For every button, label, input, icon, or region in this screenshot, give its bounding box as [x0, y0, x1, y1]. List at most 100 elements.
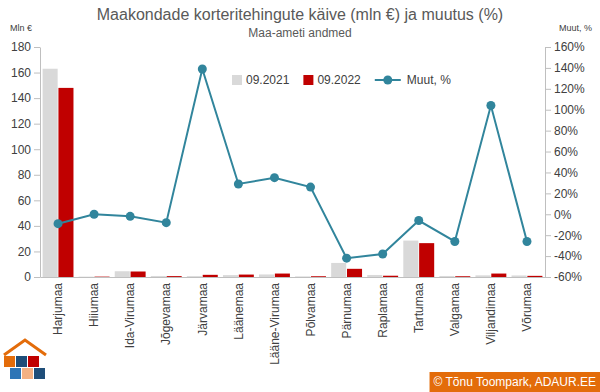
- y-tick-mark: [34, 98, 40, 99]
- bar: [331, 263, 346, 277]
- y2-tick-mark: [545, 277, 551, 278]
- bar: [167, 276, 182, 277]
- legend-marker-key: [383, 76, 392, 85]
- x-tick: Lääne-Virumaa: [268, 283, 282, 365]
- y2-tick-label: 0%: [554, 208, 572, 222]
- line-marker: [486, 101, 495, 110]
- x-axis: HarjumaaHiiumaaIda-VirumaaJõgevamaaJärva…: [41, 278, 546, 365]
- y-tick-label: 120: [11, 117, 31, 131]
- x-tick-label: Võrumaa: [520, 283, 534, 332]
- y-tick: 100: [11, 143, 40, 157]
- x-tick: Hiiumaa: [87, 283, 101, 327]
- line-marker: [54, 219, 63, 228]
- x-tick: Harjumaa: [51, 283, 65, 335]
- y-tick: 60: [18, 194, 40, 208]
- line: [58, 69, 527, 258]
- x-tick-label: Valgamaa: [448, 283, 462, 336]
- y2-tick-mark: [545, 214, 551, 215]
- y2-tick: -40%: [545, 249, 582, 263]
- logo-piece: [10, 368, 21, 379]
- y-tick-label: 40: [18, 219, 32, 233]
- bar: [79, 276, 94, 277]
- x-tick: Raplamaa: [376, 283, 390, 338]
- bar: [131, 272, 146, 277]
- x-tick: Jõgevamaa: [159, 283, 173, 345]
- y2-axis-title: Muut, %: [559, 23, 592, 33]
- credit-text: © Tõnu Toompark, ADAUR.EE: [434, 375, 596, 389]
- line-marker: [90, 210, 99, 219]
- line-marker: [198, 64, 207, 73]
- y2-tick: 60%: [545, 145, 578, 159]
- y2-tick-label: 160%: [554, 40, 585, 54]
- plot-marks: [43, 64, 543, 277]
- y2-tick-label: -60%: [554, 270, 582, 284]
- y2-tick-label: 40%: [554, 166, 578, 180]
- legend-swatch: [303, 75, 313, 85]
- bar: [275, 274, 290, 277]
- line-marker: [450, 237, 459, 246]
- x-tick-label: Põlvamaa: [304, 283, 318, 337]
- y-tick: 180: [11, 40, 40, 54]
- y-tick-label: 160: [11, 66, 31, 80]
- bar: [259, 274, 274, 277]
- x-tick-label: Viljandimaa: [484, 283, 498, 345]
- bar: [491, 274, 506, 277]
- line-marker: [522, 237, 531, 246]
- logo-piece: [4, 356, 15, 367]
- x-tick-label: Järvamaa: [196, 283, 210, 336]
- x-tick-label: Jõgevamaa: [159, 283, 173, 345]
- bar: [439, 276, 454, 277]
- y-axis: 020406080100120140160180: [11, 40, 41, 284]
- y-tick: 140: [11, 91, 40, 105]
- line-marker: [414, 216, 423, 225]
- x-tick: Võrumaa: [520, 283, 534, 332]
- bar: [367, 275, 382, 277]
- x-tick: Järvamaa: [196, 283, 210, 336]
- legend-item: 09.2021: [232, 73, 290, 87]
- x-tick: Tartumaa: [412, 283, 426, 333]
- y2-tick-mark: [545, 256, 551, 257]
- x-axis-line: [41, 277, 546, 278]
- y-tick-label: 20: [18, 245, 32, 259]
- y2-tick: 120%: [545, 82, 585, 96]
- y-tick-label: 60: [18, 194, 32, 208]
- y2-tick: 160%: [545, 40, 585, 54]
- y2-tick: 20%: [545, 187, 578, 201]
- y2-tick-label: 20%: [554, 187, 578, 201]
- y-tick-label: 180: [11, 40, 31, 54]
- y2-tick: 0%: [545, 208, 572, 222]
- y-tick: 160: [11, 66, 40, 80]
- bar: [512, 275, 527, 277]
- legend-label: 09.2022: [317, 73, 361, 87]
- y2-axis: -60%-40%-20%0%20%40%60%80%100%120%140%16…: [545, 40, 585, 284]
- y2-tick: 100%: [545, 103, 585, 117]
- y2-tick-label: 60%: [554, 145, 578, 159]
- y-tick-label: 0: [24, 270, 31, 284]
- x-tick-label: Harjumaa: [51, 283, 65, 335]
- y2-tick: -20%: [545, 229, 582, 243]
- y-tick-label: 100: [11, 143, 31, 157]
- y-tick-mark: [34, 277, 40, 278]
- y-axis-title: Mln €: [10, 23, 32, 33]
- y2-tick-mark: [545, 152, 551, 153]
- title: Maakondade korteritehingute käive (mln €…: [97, 6, 503, 23]
- y2-tick-mark: [545, 131, 551, 132]
- bar: [403, 241, 418, 277]
- legend-label: Muut, %: [407, 73, 451, 87]
- y-tick-mark: [34, 251, 40, 252]
- x-tick: Pärnumaa: [340, 283, 354, 339]
- x-tick-label: Tartumaa: [412, 283, 426, 333]
- y2-tick-label: 80%: [554, 124, 578, 138]
- y-tick-mark: [34, 73, 40, 74]
- y2-tick: 80%: [545, 124, 578, 138]
- bar: [223, 275, 238, 277]
- y2-tick-mark: [545, 68, 551, 69]
- bar-series: [43, 69, 527, 277]
- x-tick-label: Lääne-Virumaa: [268, 283, 282, 365]
- bar: [347, 269, 362, 277]
- chart: Maakondade korteritehingute käive (mln €…: [0, 0, 600, 392]
- y2-tick-mark: [545, 89, 551, 90]
- y-axis-line: [40, 48, 41, 278]
- bar: [455, 276, 470, 277]
- subtitle: Maa-ameti andmed: [248, 26, 351, 40]
